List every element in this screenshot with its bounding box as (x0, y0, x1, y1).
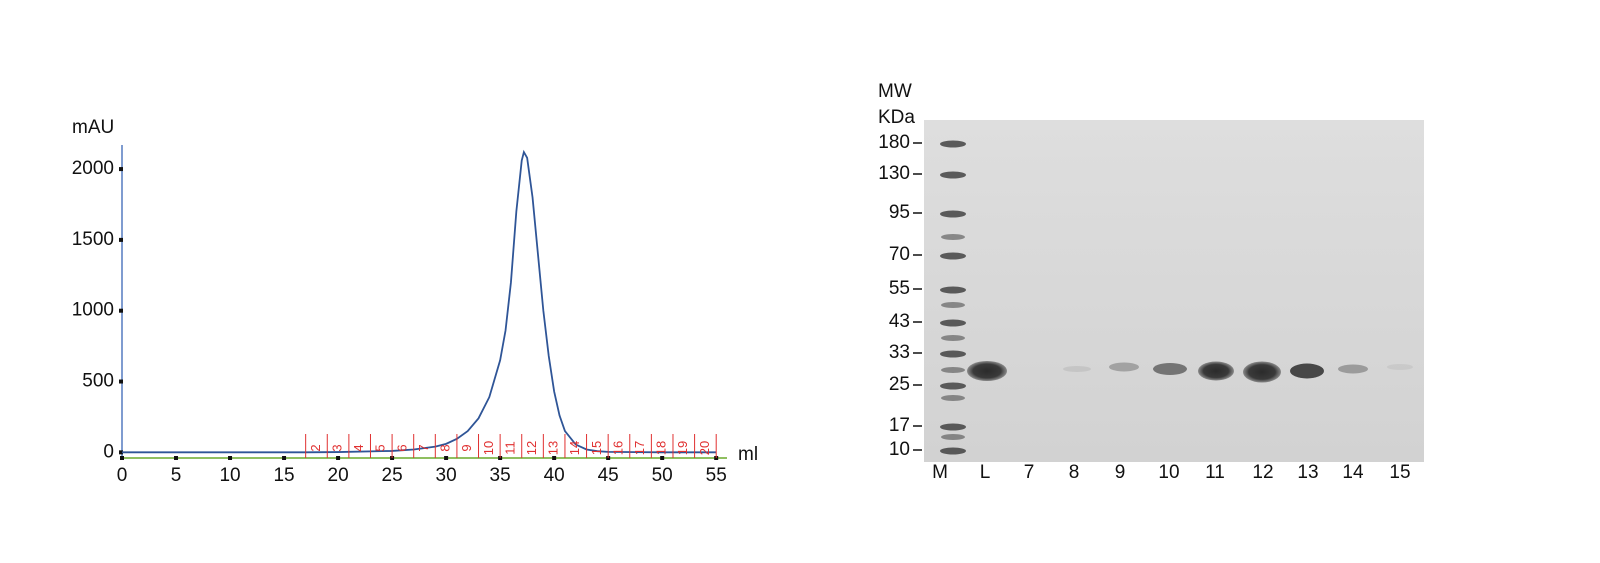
fraction-label: 20 (697, 441, 712, 455)
x-tick (552, 456, 557, 460)
y-tick-label: 500 (82, 371, 114, 392)
fraction-label: 12 (524, 441, 539, 455)
x-tick-label: 30 (436, 465, 457, 486)
lane-label: 10 (1158, 462, 1179, 483)
gel-bands (967, 361, 1413, 383)
ladder-band (940, 447, 966, 455)
ladder-band (941, 367, 965, 373)
lane-label: 7 (1024, 462, 1035, 483)
x-tick-label: 45 (598, 465, 619, 486)
x-tick-label: 55 (706, 465, 727, 486)
fraction-label: 11 (502, 441, 517, 455)
fraction-label: 5 (373, 444, 388, 451)
fraction-label: 9 (459, 444, 474, 451)
lane-label: 14 (1342, 462, 1364, 483)
y-tick (119, 308, 123, 313)
y-tick (119, 237, 123, 242)
x-tick-label: 40 (544, 465, 565, 486)
ladder-band (940, 382, 966, 390)
fraction-label: 14 (567, 441, 582, 455)
lane-label: 12 (1252, 462, 1273, 483)
lane-label: 9 (1115, 462, 1126, 483)
x-tick (120, 456, 124, 460)
mw-label: 43 (889, 311, 910, 332)
mw-unit: KDa (878, 107, 915, 128)
fraction-label: 8 (438, 444, 453, 451)
ladder-band (940, 319, 966, 327)
fraction-label: 19 (675, 441, 690, 455)
y-tick (119, 450, 123, 455)
ladder-band (941, 234, 965, 240)
fraction-label: 18 (654, 441, 669, 455)
fraction-label: 15 (589, 441, 604, 455)
x-tick-label: 35 (490, 465, 511, 486)
x-tick-label: 25 (382, 465, 403, 486)
line (122, 149, 717, 454)
fraction-label: 4 (351, 444, 366, 451)
mw-title: MW (878, 81, 912, 102)
lane-label: 8 (1069, 462, 1080, 483)
mw-label: 10 (889, 439, 910, 460)
lane-label: L (980, 462, 991, 483)
lane-label: 13 (1297, 462, 1318, 483)
x-tick (660, 456, 665, 460)
ladder-band (940, 252, 966, 260)
fraction-label: 6 (394, 444, 409, 451)
ladder-band (940, 210, 966, 218)
ladder-band (941, 434, 965, 440)
fraction-label: 13 (546, 441, 561, 455)
x-tick (282, 456, 287, 460)
ladder-band (941, 302, 965, 308)
x-tick (228, 456, 233, 460)
x-tick-label: 15 (273, 465, 294, 486)
x-tick-label: 10 (219, 465, 240, 486)
y-tick (119, 167, 123, 172)
mw-label: 25 (889, 374, 910, 395)
x-axis-label: ml (738, 444, 758, 465)
y-axis-label: mAU (72, 117, 114, 138)
y-tick (119, 379, 123, 384)
fraction-label: 10 (481, 441, 496, 455)
x-tick-label: 20 (328, 465, 349, 486)
x-tick-label: 0 (117, 465, 128, 486)
y-tick-label: 1500 (72, 229, 114, 250)
ladder-band (940, 350, 966, 358)
y-tick-label: 2000 (72, 158, 114, 179)
mw-label: 130 (878, 163, 910, 184)
ladder-band (941, 335, 965, 341)
fraction-label: 17 (632, 441, 647, 455)
x-tick (174, 456, 179, 460)
mw-label: 33 (889, 342, 910, 363)
lane-label: M (932, 462, 948, 483)
mw-label: 180 (878, 132, 910, 153)
y-tick-label: 1000 (72, 300, 114, 321)
mw-label: 70 (889, 244, 910, 265)
x-tick-label: 5 (171, 465, 182, 486)
ladder-band (941, 395, 965, 401)
mw-label: 95 (889, 202, 910, 223)
mw-label: 55 (889, 278, 910, 299)
ladder-band (940, 423, 966, 431)
ladder-band (940, 140, 966, 148)
fraction-label: 3 (330, 444, 345, 451)
fraction-label: 7 (416, 444, 431, 451)
ladder-band (940, 286, 966, 294)
fraction-label: 16 (610, 441, 625, 455)
fraction-label: 2 (308, 444, 323, 451)
gel (924, 120, 1424, 462)
x-tick (444, 456, 449, 460)
x-tick-label: 50 (652, 465, 673, 486)
lane-label: 11 (1205, 462, 1225, 483)
y-tick-label: 0 (103, 441, 114, 462)
lane-label: 15 (1389, 462, 1410, 483)
mw-label: 17 (889, 415, 910, 436)
ladder-band (940, 171, 966, 179)
x-tick (336, 456, 341, 460)
